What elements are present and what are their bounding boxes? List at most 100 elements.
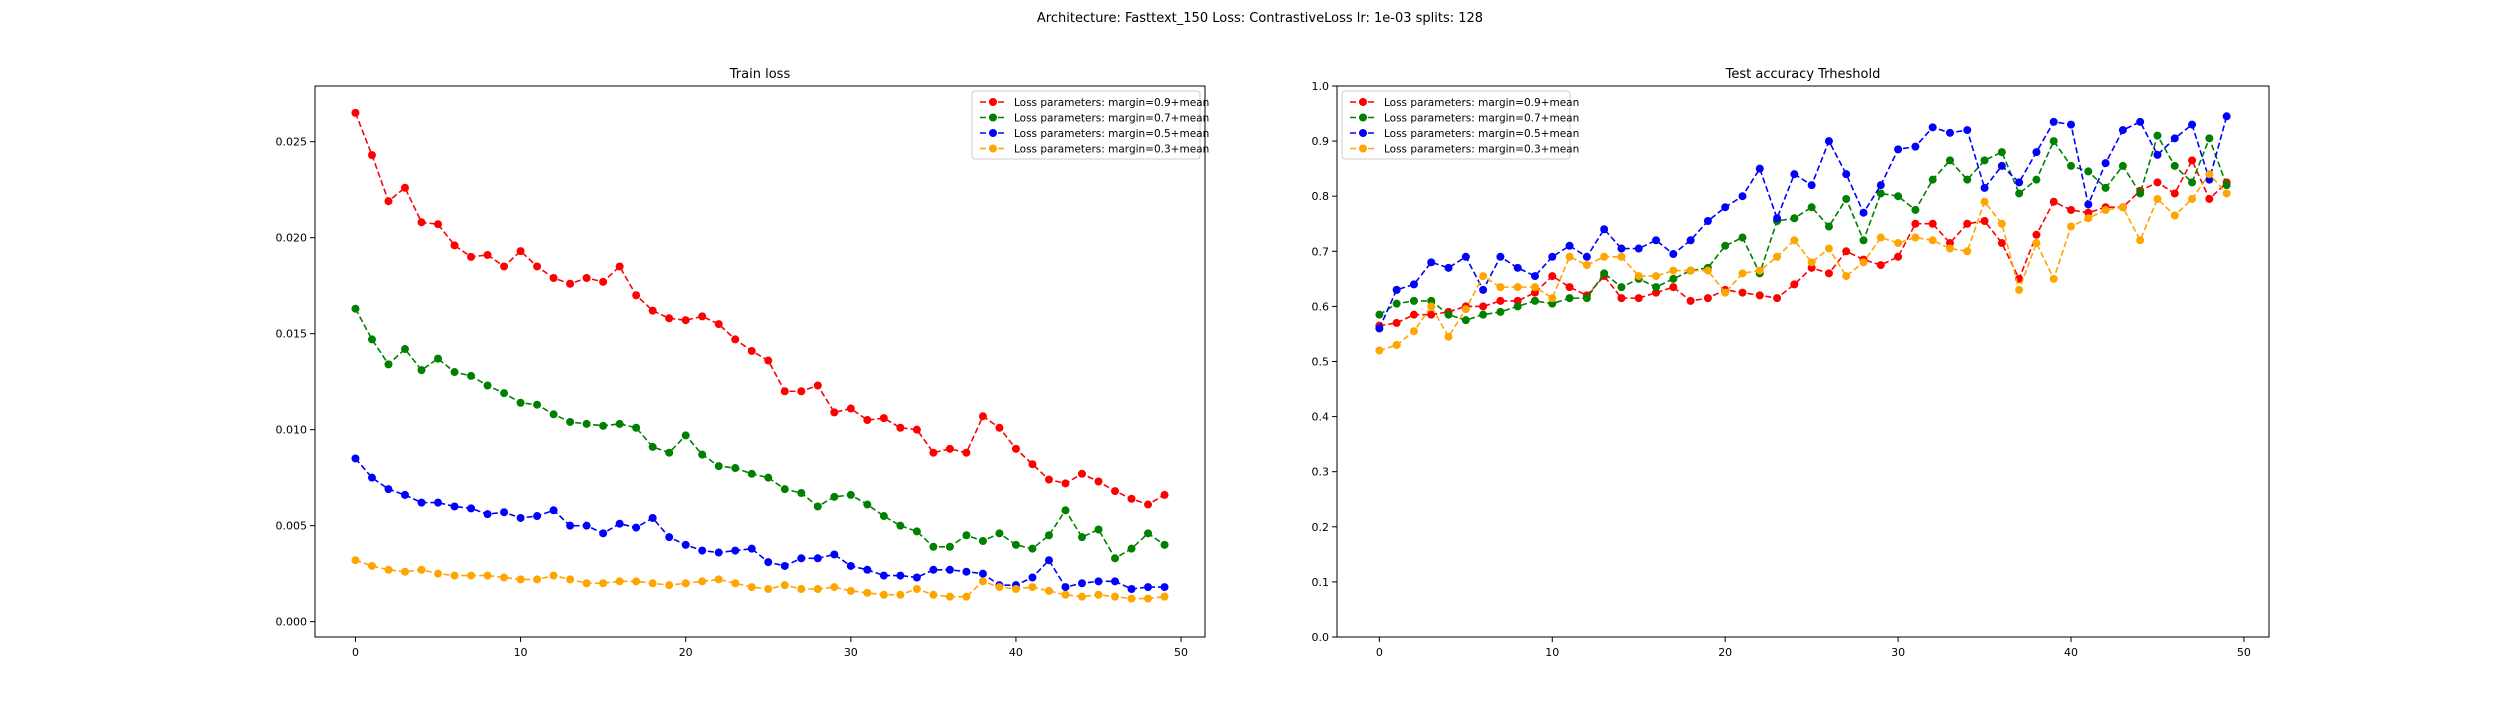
series-2 (1375, 131, 2231, 325)
legend-label: Loss parameters: margin=0.5+mean (1384, 128, 1579, 140)
data-point (1427, 258, 1436, 267)
data-point (830, 550, 839, 559)
data-point (813, 585, 822, 594)
x-tick-label: 20 (679, 646, 693, 659)
x-tick-label: 10 (1545, 646, 1559, 659)
data-point (879, 590, 888, 599)
data-point (400, 567, 409, 576)
data-point (483, 381, 492, 390)
series-3 (351, 454, 1169, 594)
data-point (1077, 592, 1086, 601)
data-point (2188, 156, 2197, 165)
legend-swatch-marker (989, 113, 997, 122)
data-point (2222, 189, 2231, 198)
data-point (665, 314, 674, 323)
data-point (1669, 283, 1678, 292)
data-point (879, 512, 888, 521)
data-point (1773, 294, 1782, 303)
data-point (1044, 475, 1053, 484)
data-point (1548, 252, 1557, 261)
data-point (467, 371, 476, 380)
data-point (681, 579, 690, 588)
data-point (615, 519, 624, 528)
data-point (1894, 239, 1903, 248)
data-point (2170, 211, 2179, 220)
data-point (615, 577, 624, 586)
data-point (2084, 200, 2093, 209)
figure-suptitle: Architecture: Fasttext_150 Loss: Contras… (1036, 11, 1484, 26)
data-point (978, 577, 987, 586)
data-point (863, 500, 872, 509)
data-point (2084, 167, 2093, 176)
data-point (2153, 178, 2162, 187)
data-point (1044, 586, 1053, 595)
data-point (1738, 269, 1747, 278)
data-point (1461, 252, 1470, 261)
data-point (995, 423, 1004, 432)
data-point (1548, 299, 1557, 308)
data-point (1479, 285, 1488, 294)
data-point (1461, 305, 1470, 314)
data-point (1392, 299, 1401, 308)
data-point (632, 423, 641, 432)
data-point (582, 273, 591, 282)
data-point (1077, 469, 1086, 478)
data-point (367, 473, 376, 482)
data-point (1513, 296, 1522, 305)
data-point (1044, 556, 1053, 565)
data-point (533, 400, 542, 409)
data-point (1548, 294, 1557, 303)
y-tick-label: 0.9 (1312, 135, 1330, 148)
data-point (2188, 194, 2197, 203)
data-point (1842, 170, 1851, 179)
data-point (896, 521, 905, 530)
data-point (1127, 544, 1136, 553)
data-point (1807, 263, 1816, 272)
data-point (648, 513, 657, 522)
series-line (1378, 133, 2228, 322)
y-tick-label: 0.015 (276, 328, 308, 341)
data-point (1980, 183, 1989, 192)
y-tick-label: 0.1 (1312, 576, 1330, 589)
data-point (896, 571, 905, 580)
data-point (1513, 283, 1522, 292)
data-point (1513, 302, 1522, 311)
data-point (780, 485, 789, 494)
series-3 (1375, 112, 2231, 333)
data-point (714, 320, 723, 329)
data-point (1530, 283, 1539, 292)
data-point (1600, 252, 1609, 261)
data-point (384, 565, 393, 574)
data-point (1842, 247, 1851, 256)
data-point (1617, 252, 1626, 261)
data-point (2205, 134, 2214, 143)
x-tick-label: 10 (514, 646, 528, 659)
data-point (945, 542, 954, 551)
data-point (1111, 554, 1120, 563)
data-point (1790, 236, 1799, 245)
data-point (863, 565, 872, 574)
y-tick-label: 0.010 (276, 424, 308, 437)
data-point (2049, 274, 2058, 283)
x-tick-label: 50 (1174, 646, 1188, 659)
data-point (978, 537, 987, 546)
x-tick-label: 0 (352, 646, 359, 659)
data-point (582, 419, 591, 428)
y-tick-label: 1.0 (1312, 80, 1330, 93)
data-point (1077, 579, 1086, 588)
data-point (2101, 159, 2110, 168)
data-point (797, 554, 806, 563)
y-tick-label: 0.6 (1312, 300, 1330, 313)
data-point (2170, 189, 2179, 198)
legend-swatch-marker (989, 98, 997, 106)
data-point (1600, 269, 1609, 278)
y-tick-label: 0.005 (276, 520, 308, 533)
data-point (549, 571, 558, 580)
data-point (566, 575, 575, 584)
data-point (351, 556, 360, 565)
data-point (764, 558, 773, 567)
data-point (549, 410, 558, 419)
data-point (1738, 288, 1747, 297)
y-tick-label: 0.7 (1312, 245, 1330, 258)
data-point (1703, 216, 1712, 225)
